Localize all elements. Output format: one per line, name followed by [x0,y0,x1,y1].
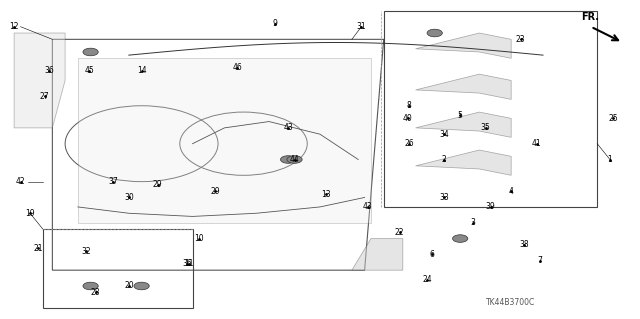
Text: 33: 33 [440,193,449,202]
Text: 1: 1 [607,155,612,164]
Polygon shape [415,150,511,175]
Text: 41: 41 [532,139,541,148]
Circle shape [280,156,296,163]
Text: 10: 10 [194,234,204,243]
Text: 29: 29 [210,187,220,196]
Text: 3: 3 [470,218,476,227]
Polygon shape [415,33,511,58]
Polygon shape [352,239,403,270]
Text: 31: 31 [356,22,366,31]
Polygon shape [14,33,65,128]
Circle shape [83,282,99,290]
Text: 43: 43 [284,123,293,132]
Text: 23: 23 [516,35,525,44]
Text: 8: 8 [407,101,412,110]
Text: 7: 7 [538,256,542,265]
Text: 37: 37 [108,177,118,186]
Text: 42: 42 [16,177,26,186]
Text: 13: 13 [321,190,331,199]
Text: 36: 36 [182,259,193,268]
Polygon shape [415,74,511,100]
Text: 5: 5 [458,111,463,120]
Text: 25: 25 [608,114,618,123]
Text: 12: 12 [10,22,19,31]
Text: 9: 9 [273,19,278,28]
Circle shape [83,48,99,56]
Text: 32: 32 [81,247,91,256]
Text: 46: 46 [232,63,242,72]
Text: FR.: FR. [581,12,599,22]
Text: 27: 27 [40,92,49,101]
Text: 24: 24 [422,275,432,284]
Circle shape [287,156,302,163]
Text: 6: 6 [429,250,434,259]
Text: 45: 45 [84,66,94,76]
Text: 11: 11 [184,259,194,268]
Circle shape [134,282,149,290]
Text: 39: 39 [486,203,495,211]
Text: 29: 29 [153,180,163,189]
Text: 35: 35 [481,123,490,132]
Text: 28: 28 [91,288,100,297]
Circle shape [452,235,468,242]
Text: 2: 2 [442,155,447,164]
Circle shape [427,29,442,37]
Text: 43: 43 [363,203,372,211]
Text: 22: 22 [395,228,404,237]
Text: 4: 4 [509,187,514,196]
Polygon shape [78,58,371,223]
Text: 20: 20 [124,281,134,291]
Text: 21: 21 [33,243,43,253]
Text: 14: 14 [137,66,147,76]
Text: 40: 40 [403,114,413,123]
Text: 36: 36 [44,66,54,76]
Text: 38: 38 [519,241,529,249]
Text: 30: 30 [124,193,134,202]
Text: 34: 34 [440,130,449,139]
Text: 44: 44 [290,155,300,164]
Polygon shape [415,112,511,137]
Text: 19: 19 [25,209,35,218]
Text: TK44B3700C: TK44B3700C [486,298,535,307]
Text: 26: 26 [404,139,414,148]
